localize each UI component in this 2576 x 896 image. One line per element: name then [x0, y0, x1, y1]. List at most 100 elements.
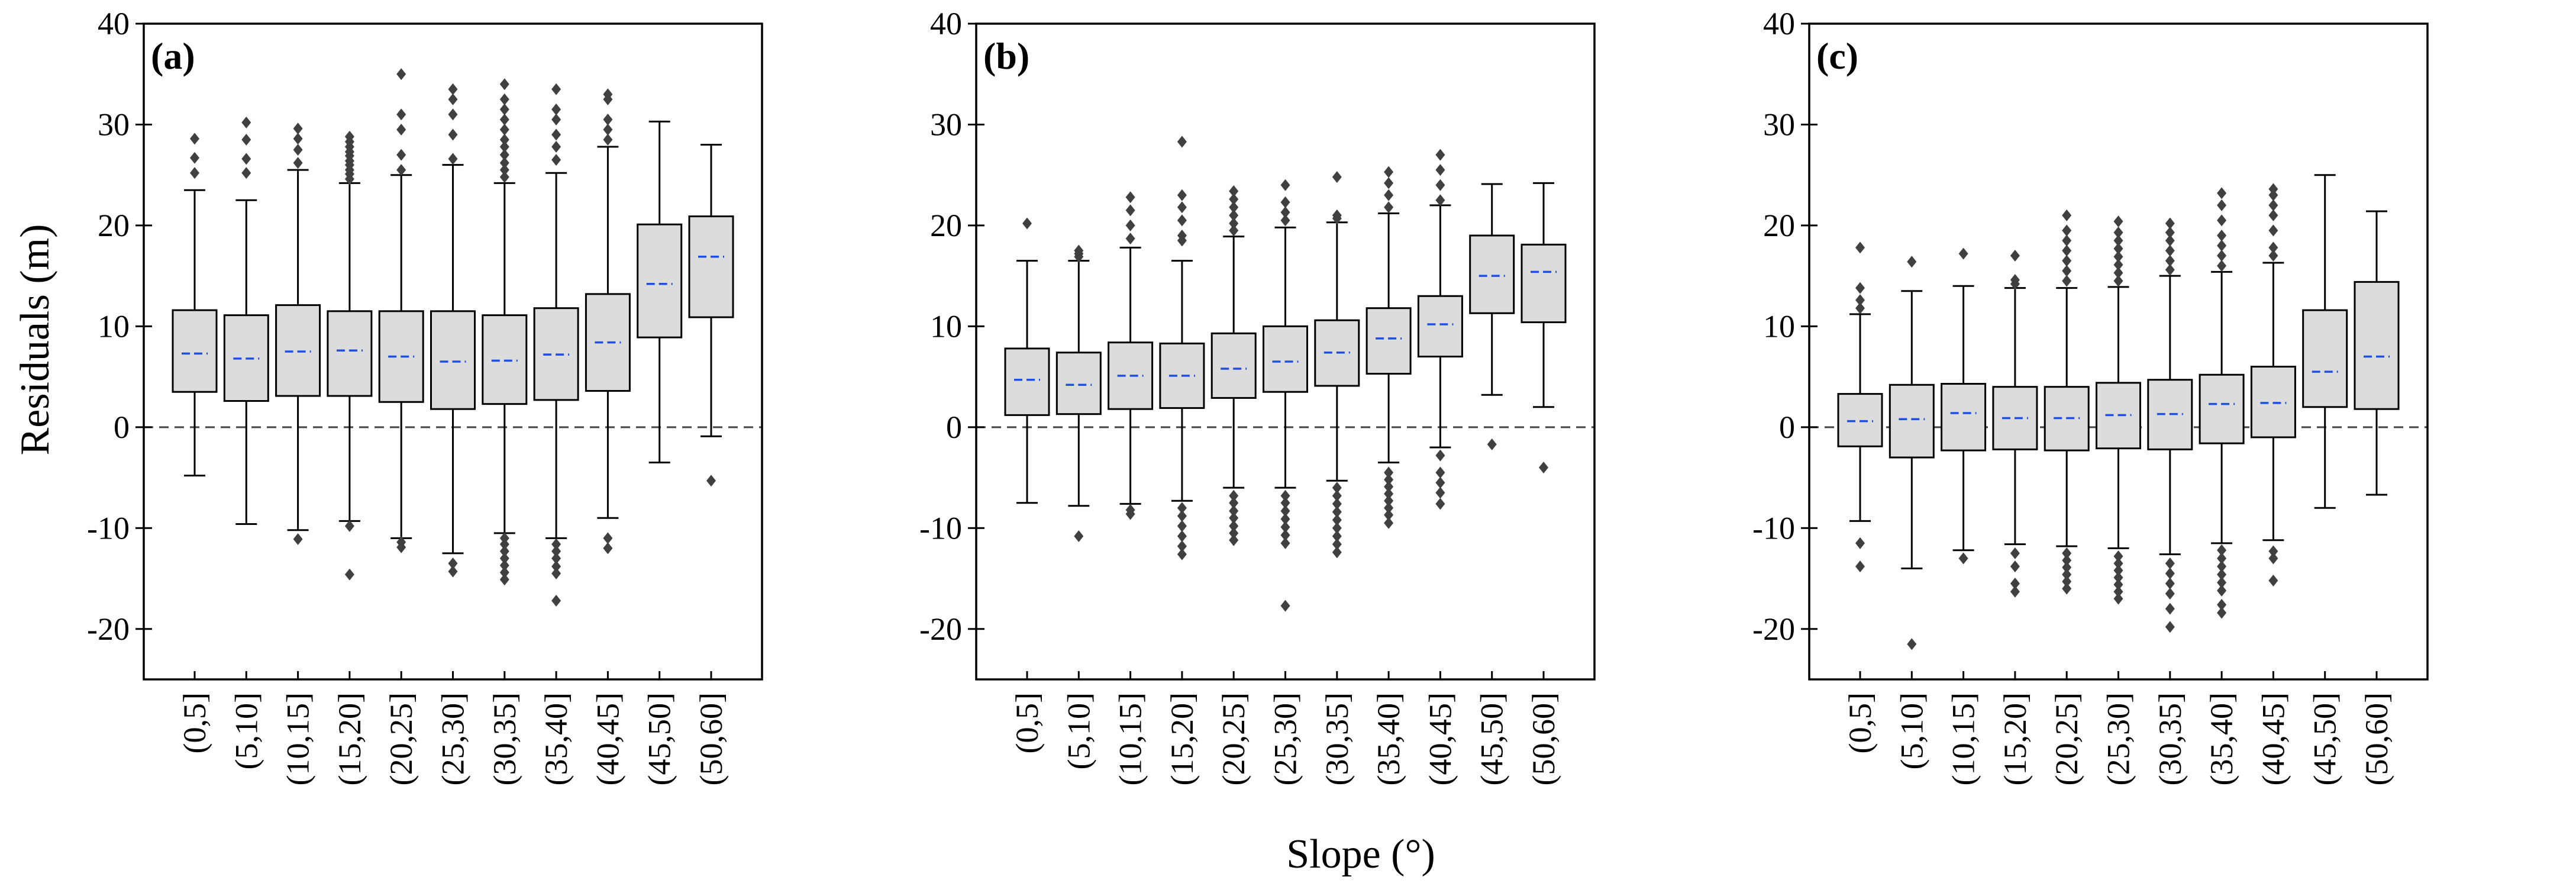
outlier-point [2010, 250, 2020, 262]
outlier-point [499, 573, 509, 586]
outlier-point [2113, 226, 2123, 238]
outlier-point [603, 88, 613, 101]
outlier-point [2113, 250, 2123, 263]
y-tick-label: -10 [1752, 510, 1795, 546]
panel-c: -20 -10 0 10 20 30 40 (0,5] (5,10] (10,15] (15,20]… [1752, 6, 2429, 785]
outlier-point [499, 123, 509, 136]
outlier-point [396, 541, 406, 553]
outlier-point [190, 167, 199, 179]
panels-group: -20 -10 0 10 20 30 40 (0,5] (5,10] (10,15] (15,20]… [87, 6, 2429, 785]
outlier-point [1435, 194, 1445, 207]
panel-label: (a) [151, 35, 195, 77]
outlier-point [2062, 568, 2072, 581]
iqr-box [223, 314, 269, 402]
outlier-point [293, 144, 303, 156]
outlier-point [1332, 498, 1342, 510]
x-tick-label: (30,35] [1319, 692, 1355, 785]
outlier-point [499, 566, 509, 579]
outlier-point [2165, 234, 2175, 247]
outlier-point [448, 83, 458, 95]
outlier-point [1177, 229, 1187, 241]
outlier-point [1229, 534, 1239, 546]
outlier-point [1384, 466, 1394, 479]
outlier-point [499, 559, 509, 572]
iqr-box [1210, 332, 1257, 399]
outlier-point [1125, 219, 1135, 231]
outlier-point [2268, 209, 2278, 221]
outlier-point [1855, 241, 1865, 254]
x-tick-label: (15,20] [1997, 692, 2033, 785]
outlier-point [1384, 201, 1394, 214]
outlier-point [1907, 256, 1917, 268]
outlier-point [344, 130, 354, 143]
box-10 [1469, 183, 1515, 450]
outlier-point [241, 167, 251, 179]
outlier-point [1332, 514, 1342, 526]
outlier-point [2217, 560, 2227, 573]
outlier-point [2062, 554, 2072, 566]
outlier-point [2113, 267, 2123, 279]
outlier-point [1384, 488, 1394, 500]
outlier-point [1229, 527, 1239, 539]
outlier-point [2268, 183, 2278, 195]
panel-a: -20 -10 0 10 20 30 40 (0,5] (5,10] (10,15] (15,20]… [87, 6, 763, 785]
iqr-box [1055, 352, 1102, 415]
x-tick-label: (45,50] [642, 692, 677, 785]
outlier-point [1074, 530, 1084, 542]
outlier-point [448, 93, 458, 105]
x-tick-label: (40,45] [2255, 692, 2291, 785]
y-tick-label: -20 [919, 611, 962, 647]
box-7 [1314, 171, 1360, 559]
y-tick-label: 20 [1763, 208, 1795, 243]
x-tick-label: (35,40] [2204, 692, 2239, 785]
outlier-point [2217, 229, 2227, 241]
box-8 [2199, 187, 2245, 619]
iqr-box [1417, 295, 1463, 358]
outlier-point [551, 545, 561, 557]
outlier-point [706, 475, 716, 487]
outlier-point [2217, 199, 2227, 211]
outlier-point [1855, 302, 1865, 314]
outlier-point [551, 595, 561, 607]
outlier-point [499, 157, 509, 169]
outlier-point [1280, 497, 1290, 509]
box-6 [430, 83, 476, 578]
outlier-point [1229, 520, 1239, 532]
outlier-point [1855, 560, 1865, 573]
y-tick-label: 30 [98, 107, 130, 142]
outlier-point [2113, 234, 2123, 247]
outlier-point [1177, 136, 1187, 148]
y-tick-label: 40 [1763, 6, 1795, 41]
box-8 [533, 83, 579, 607]
x-tick-label: (10,15] [1946, 692, 1981, 785]
outlier-point [551, 560, 561, 573]
x-tick-label: (35,40] [538, 692, 574, 785]
outlier-point [551, 154, 561, 166]
outlier-point [1280, 537, 1290, 549]
outlier-point [603, 542, 613, 555]
outlier-point [1435, 179, 1445, 191]
outlier-point [190, 133, 199, 145]
x-tick-label: (30,35] [487, 692, 522, 785]
outlier-point [1384, 177, 1394, 189]
outlier-point [499, 93, 509, 105]
iqr-box [2302, 309, 2348, 408]
outlier-point [1384, 502, 1394, 514]
outlier-point [1022, 217, 1032, 230]
outlier-point [1280, 214, 1290, 227]
box-8 [1366, 166, 1412, 529]
box-3 [1941, 247, 1987, 565]
outlier-point [241, 117, 251, 129]
box-3 [275, 123, 321, 546]
outlier-point [2217, 584, 2227, 597]
outlier-point [1435, 149, 1445, 161]
outlier-point [499, 149, 509, 161]
outlier-point [190, 152, 199, 164]
outlier-point [2062, 224, 2072, 237]
outlier-point [2217, 260, 2227, 272]
outlier-point [603, 532, 613, 544]
outlier-point [1435, 476, 1445, 489]
iqr-box [1004, 347, 1050, 416]
outlier-point [1332, 482, 1342, 494]
